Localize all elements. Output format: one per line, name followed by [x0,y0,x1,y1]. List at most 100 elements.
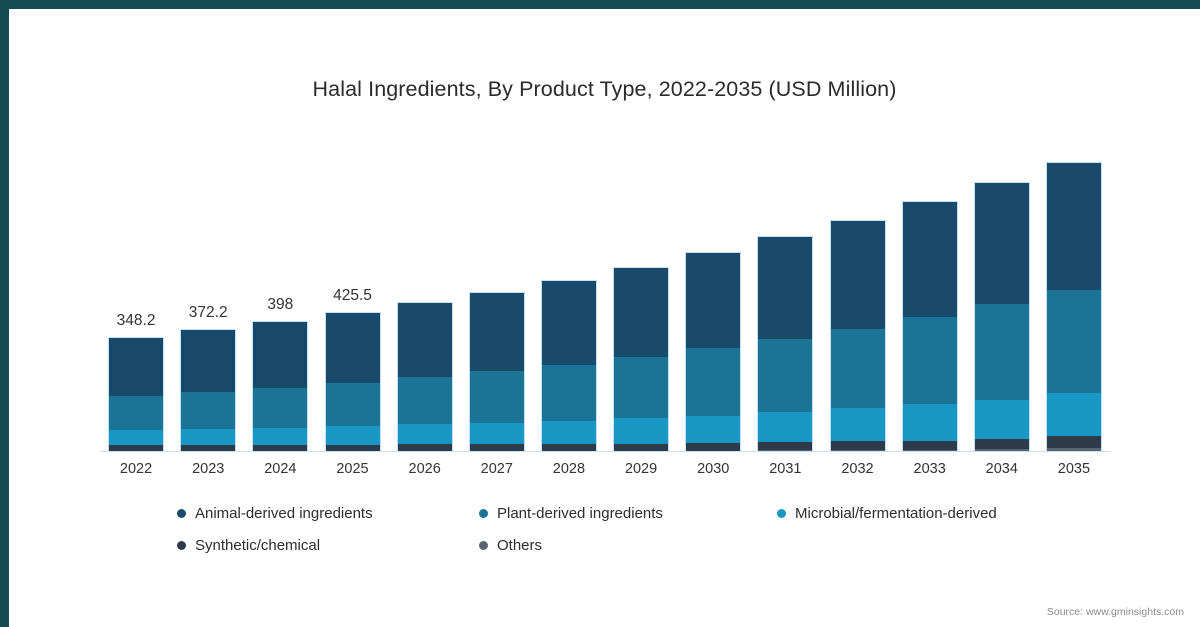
bar-segment[interactable] [180,391,237,430]
bar-segment[interactable] [1045,290,1102,394]
bar-segment[interactable] [324,451,381,452]
bar-value-label: 372.2 [188,304,228,322]
bar-segment[interactable] [685,443,742,451]
bar-segment[interactable] [180,329,237,392]
bar-segment[interactable] [396,444,453,451]
bar-segment[interactable] [540,364,597,421]
bar-segment[interactable] [252,320,309,388]
x-tick-label: 2032 [841,461,874,477]
stacked-bar[interactable] [180,329,237,452]
x-tick-label: 2029 [624,461,658,477]
bar-segment[interactable] [468,291,525,372]
bar-segment[interactable] [108,430,165,445]
bar-value-label: 348.2 [116,312,156,330]
bar-segment[interactable] [613,266,670,358]
legend-item[interactable]: Microbial/fermentation-derived [777,497,997,529]
bar-segment[interactable] [252,450,309,452]
legend-swatch-dot-icon [177,508,186,518]
bar-segment[interactable] [829,328,886,409]
legend-item[interactable]: Plant-derived ingredients [479,497,663,529]
stacked-bar[interactable] [1045,161,1102,452]
bar-segment[interactable] [829,450,886,452]
legend-label: Animal-derived ingredients [195,504,373,522]
bar-segment[interactable] [973,439,1030,450]
bar-value-label: 398 [267,295,294,313]
bar-segment[interactable] [1045,448,1102,452]
bar-segment[interactable] [973,449,1030,452]
stacked-bar[interactable] [613,266,670,452]
bar-segment[interactable] [1045,393,1102,437]
stacked-bar[interactable] [540,279,597,452]
bar-segment[interactable] [757,412,814,443]
bar-segment[interactable] [540,279,597,365]
stacked-bar[interactable] [324,311,381,452]
bar-segment[interactable] [1045,436,1102,449]
stacked-bar[interactable] [468,291,525,452]
bar-segment[interactable] [396,377,453,425]
bar-segment[interactable] [901,200,958,317]
bar-segment[interactable] [324,444,381,451]
bar-segment[interactable] [108,445,165,451]
legend-item[interactable]: Synthetic/chemical [177,529,320,561]
x-tick-label: 2031 [769,461,802,477]
bar-segment[interactable] [468,422,525,445]
bar-segment[interactable] [540,444,597,451]
bar-segment[interactable] [685,252,742,349]
bar-segment[interactable] [180,429,237,445]
bar-segment[interactable] [613,451,670,452]
legend-item[interactable]: Others [479,529,542,561]
bar-segment[interactable] [108,450,165,452]
bar-segment[interactable] [396,450,453,452]
legend-swatch-dot-icon [479,540,488,550]
stacked-bar[interactable] [829,219,886,452]
bar-segment[interactable] [613,357,670,419]
bar-segment[interactable] [685,348,742,416]
bar-segment[interactable] [324,311,381,383]
bar-segment[interactable] [685,450,742,452]
stacked-bar[interactable] [252,320,309,452]
bar-segment[interactable] [468,444,525,451]
bar-segment[interactable] [613,443,670,451]
bar-segment[interactable] [540,450,597,452]
bar-segment[interactable] [396,424,453,445]
stacked-bar[interactable] [973,182,1030,452]
bar-segment[interactable] [324,382,381,427]
bar-segment[interactable] [901,404,958,441]
bar-segment[interactable] [973,304,1030,400]
stacked-bar[interactable] [685,252,742,452]
bar-segment[interactable] [324,426,381,445]
bar-segment[interactable] [901,440,958,450]
bar-segment[interactable] [180,450,237,452]
stacked-bar[interactable] [901,200,958,452]
bar-segment[interactable] [396,301,453,378]
bar-segment[interactable] [901,449,958,452]
bar-segment[interactable] [180,445,237,451]
bar-segment[interactable] [108,337,165,396]
bar-segment[interactable] [829,408,886,442]
bar-segment[interactable] [108,395,165,431]
stacked-bar[interactable] [396,301,453,452]
bar-segment[interactable] [252,387,309,428]
x-tick-label: 2035 [1057,461,1091,477]
bar-segment[interactable] [685,415,742,444]
bar-segment[interactable] [252,427,309,446]
bar-segment[interactable] [757,235,814,339]
stacked-bar[interactable] [757,235,814,452]
legend-row-primary: Animal-derived ingredients Plant-derived … [177,497,1077,529]
bar-segment[interactable] [829,441,886,450]
bar-segment[interactable] [613,418,670,444]
bar-segment[interactable] [973,182,1030,305]
bar-segment[interactable] [468,371,525,423]
bar-segment[interactable] [540,420,597,445]
bar-segment[interactable] [829,219,886,329]
bar-segment[interactable] [468,451,525,452]
bar-segment[interactable] [757,442,814,451]
stacked-bar[interactable] [108,337,165,452]
legend-item[interactable]: Animal-derived ingredients [177,497,373,529]
bar-segment[interactable] [252,445,309,451]
bar-segment[interactable] [973,399,1030,440]
bar-segment[interactable] [757,338,814,413]
bar-segment[interactable] [757,450,814,452]
bar-segment[interactable] [1045,161,1102,291]
bar-segment[interactable] [901,316,958,405]
